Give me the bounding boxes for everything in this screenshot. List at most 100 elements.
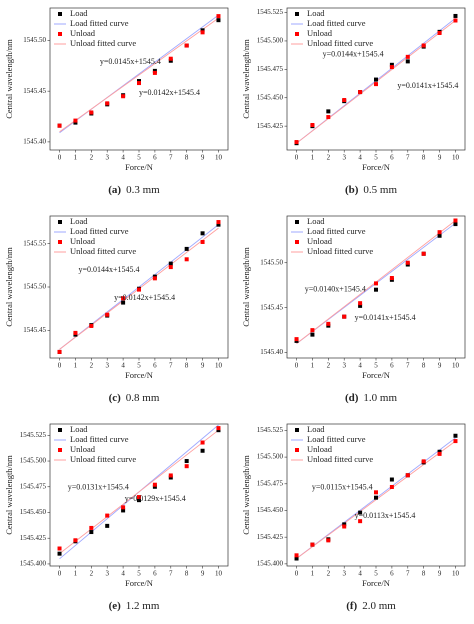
legend-label: Load	[70, 216, 88, 226]
y-tick-label: 1545.425	[257, 533, 284, 541]
x-tick-label: 7	[406, 570, 410, 578]
data-point	[216, 428, 221, 433]
x-tick-label: 4	[358, 362, 362, 370]
legend-label: Unload	[70, 236, 96, 246]
x-tick-label: 5	[374, 362, 378, 370]
equation: y=0.0142x+1545.4	[139, 88, 200, 97]
data-point	[342, 98, 347, 103]
legend-label: Unload	[70, 444, 96, 454]
data-point	[389, 65, 394, 70]
data-point	[374, 495, 378, 500]
legend-label: Unload fitted curve	[70, 38, 136, 48]
caption-text: 1.2 mm	[126, 600, 160, 612]
x-tick-label: 10	[215, 570, 223, 578]
legend-swatch	[58, 240, 62, 244]
x-tick-label: 6	[153, 362, 157, 370]
x-tick-label: 9	[438, 154, 442, 162]
equation: y=0.0129x+1545.4	[125, 494, 186, 503]
x-tick-label: 5	[137, 362, 141, 370]
legend-label: Load	[307, 216, 325, 226]
data-point	[437, 233, 442, 238]
equation: y=0.0115x+1545.4	[312, 483, 373, 492]
y-tick-label: 1545.450	[20, 508, 47, 516]
data-point	[89, 110, 94, 115]
y-tick-label: 1545.475	[257, 479, 284, 487]
legend-swatch	[295, 12, 299, 16]
x-tick-label: 1	[311, 570, 315, 578]
data-point	[73, 118, 78, 123]
fitted-line	[296, 440, 456, 559]
x-tick-label: 7	[169, 362, 173, 370]
y-axis-label: Central wavelength/nm	[4, 39, 14, 119]
legend-label: Unload fitted curve	[307, 38, 373, 48]
y-tick-label: 1545.400	[257, 559, 284, 567]
data-point	[89, 323, 94, 328]
data-point	[152, 484, 157, 489]
x-tick-label: 2	[327, 570, 331, 578]
y-tick-label: 1545.475	[257, 65, 284, 73]
equation: y=0.0140x+1545.4	[305, 285, 366, 294]
legend-label: Load	[307, 8, 325, 18]
data-point	[105, 523, 110, 528]
x-tick-label: 1	[311, 154, 315, 162]
data-point	[389, 62, 394, 67]
legend-swatch	[295, 448, 299, 452]
data-point	[310, 332, 315, 337]
fitted-line	[296, 20, 456, 144]
legend-swatch	[58, 12, 62, 16]
data-point	[200, 440, 205, 445]
y-tick-label: 1545.525	[257, 426, 284, 434]
data-point	[89, 525, 94, 530]
x-tick-label: 8	[185, 154, 189, 162]
x-tick-label: 8	[185, 570, 189, 578]
x-axis-label: Force/N	[125, 578, 153, 588]
data-point	[437, 30, 442, 35]
x-tick-label: 6	[390, 570, 394, 578]
y-tick-label: 1545.40	[260, 348, 283, 356]
y-axis-label: Central wavelength/nm	[241, 39, 251, 119]
caption-text: 0.3 mm	[126, 184, 160, 196]
x-tick-label: 3	[342, 570, 346, 578]
data-point	[342, 524, 347, 529]
legend-label: Load fitted curve	[307, 226, 366, 236]
x-tick-label: 10	[215, 362, 223, 370]
data-point	[152, 68, 157, 73]
legend-label: Unload fitted curve	[70, 246, 136, 256]
x-tick-label: 4	[121, 362, 125, 370]
data-point	[152, 70, 157, 75]
x-tick-label: 0	[295, 570, 299, 578]
x-tick-label: 3	[105, 570, 109, 578]
legend-label: Unload fitted curve	[307, 246, 373, 256]
y-tick-label: 1545.40	[23, 137, 46, 145]
x-tick-label: 1	[311, 362, 315, 370]
data-point	[453, 433, 458, 438]
x-tick-label: 5	[137, 154, 141, 162]
data-point	[137, 81, 141, 86]
data-point	[374, 490, 378, 495]
data-point	[405, 59, 410, 64]
data-point	[184, 246, 189, 251]
data-point	[453, 439, 458, 444]
caption: (d) 1.0 mm	[345, 392, 398, 404]
data-point	[294, 337, 299, 342]
x-tick-label: 10	[452, 570, 460, 578]
data-point	[137, 79, 141, 84]
caption-text: 0.8 mm	[126, 392, 160, 404]
y-tick-label: 1545.50	[23, 36, 46, 44]
data-point	[294, 556, 299, 561]
data-point	[374, 77, 378, 82]
y-tick-label: 1545.525	[20, 431, 47, 439]
y-tick-label: 1545.500	[20, 457, 47, 465]
data-point	[216, 220, 221, 225]
legend-label: Unload fitted curve	[307, 454, 373, 464]
data-point	[152, 482, 157, 487]
data-point	[184, 257, 189, 262]
data-point	[137, 498, 141, 503]
data-point	[389, 276, 394, 281]
equation: y=0.0144x+1545.4	[78, 265, 139, 274]
caption-label: (c)	[109, 392, 122, 404]
x-tick-label: 3	[105, 154, 109, 162]
data-point	[358, 519, 363, 524]
data-point	[57, 349, 62, 354]
data-point	[105, 312, 110, 317]
